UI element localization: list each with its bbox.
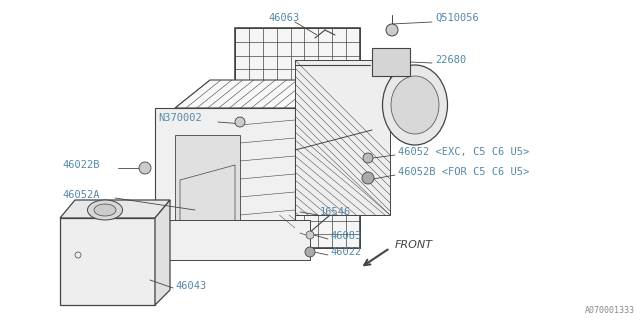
Text: 46022: 46022	[330, 247, 361, 257]
Circle shape	[363, 153, 373, 163]
Text: Q510056: Q510056	[435, 13, 479, 23]
Text: 46043: 46043	[175, 281, 206, 291]
Text: 46083: 46083	[330, 231, 361, 241]
Ellipse shape	[383, 65, 447, 145]
Text: 46063: 46063	[268, 13, 300, 23]
Circle shape	[305, 247, 315, 257]
Text: A070001333: A070001333	[585, 306, 635, 315]
Circle shape	[235, 117, 245, 127]
Polygon shape	[60, 200, 170, 218]
Circle shape	[139, 162, 151, 174]
Text: 46052B <FOR C5 C6 U5>: 46052B <FOR C5 C6 U5>	[398, 167, 529, 177]
Text: 46022B: 46022B	[62, 160, 99, 170]
Circle shape	[362, 172, 374, 184]
Polygon shape	[155, 108, 295, 245]
Circle shape	[386, 24, 398, 36]
Ellipse shape	[88, 200, 122, 220]
Polygon shape	[175, 80, 330, 108]
Text: 16546: 16546	[320, 207, 351, 217]
Ellipse shape	[94, 204, 116, 216]
Text: FRONT: FRONT	[395, 240, 433, 250]
Text: 22680: 22680	[435, 55, 467, 65]
Text: 46052 <EXC, C5 C6 U5>: 46052 <EXC, C5 C6 U5>	[398, 147, 529, 157]
Polygon shape	[155, 220, 310, 260]
FancyBboxPatch shape	[372, 48, 410, 76]
Text: N370002: N370002	[158, 113, 202, 123]
Polygon shape	[175, 135, 240, 235]
Ellipse shape	[391, 76, 439, 134]
Polygon shape	[235, 28, 360, 248]
Circle shape	[306, 231, 314, 239]
Polygon shape	[60, 218, 155, 305]
Text: 46052A: 46052A	[62, 190, 99, 200]
Polygon shape	[295, 60, 390, 215]
Polygon shape	[155, 200, 170, 305]
